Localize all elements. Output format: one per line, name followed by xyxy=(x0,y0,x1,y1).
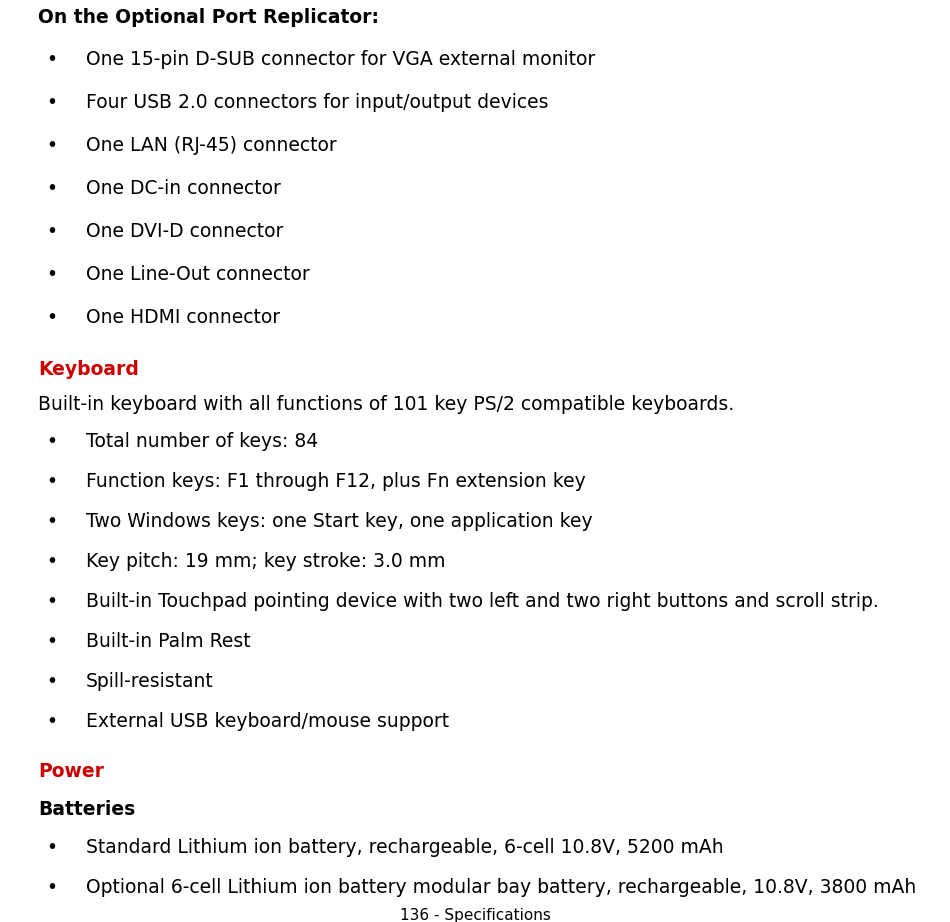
Text: •: • xyxy=(47,632,58,651)
Text: Two Windows keys: one Start key, one application key: Two Windows keys: one Start key, one app… xyxy=(86,512,592,531)
Text: External USB keyboard/mouse support: External USB keyboard/mouse support xyxy=(86,712,448,731)
Text: •: • xyxy=(47,179,58,198)
Text: Total number of keys: 84: Total number of keys: 84 xyxy=(86,432,317,451)
Text: Function keys: F1 through F12, plus Fn extension key: Function keys: F1 through F12, plus Fn e… xyxy=(86,472,585,491)
Text: •: • xyxy=(47,512,58,531)
Text: Spill-resistant: Spill-resistant xyxy=(86,672,213,691)
Text: Keyboard: Keyboard xyxy=(38,360,139,379)
Text: •: • xyxy=(47,222,58,241)
Text: •: • xyxy=(47,50,58,69)
Text: •: • xyxy=(47,712,58,731)
Text: •: • xyxy=(47,592,58,611)
Text: Built-in keyboard with all functions of 101 key PS/2 compatible keyboards.: Built-in keyboard with all functions of … xyxy=(38,395,734,414)
Text: Built-in Touchpad pointing device with two left and two right buttons and scroll: Built-in Touchpad pointing device with t… xyxy=(86,592,878,611)
Text: •: • xyxy=(47,878,58,897)
Text: Optional 6-cell Lithium ion battery modular bay battery, rechargeable, 10.8V, 38: Optional 6-cell Lithium ion battery modu… xyxy=(86,878,916,897)
Text: •: • xyxy=(47,93,58,112)
Text: •: • xyxy=(47,265,58,284)
Text: Standard Lithium ion battery, rechargeable, 6-cell 10.8V, 5200 mAh: Standard Lithium ion battery, rechargeab… xyxy=(86,838,723,857)
Text: Four USB 2.0 connectors for input/output devices: Four USB 2.0 connectors for input/output… xyxy=(86,93,548,112)
Text: •: • xyxy=(47,672,58,691)
Text: •: • xyxy=(47,136,58,155)
Text: •: • xyxy=(47,308,58,327)
Text: •: • xyxy=(47,838,58,857)
Text: One Line-Out connector: One Line-Out connector xyxy=(86,265,310,284)
Text: 136 - Specifications: 136 - Specifications xyxy=(400,908,550,922)
Text: Key pitch: 19 mm; key stroke: 3.0 mm: Key pitch: 19 mm; key stroke: 3.0 mm xyxy=(86,552,445,571)
Text: One LAN (RJ-45) connector: One LAN (RJ-45) connector xyxy=(86,136,336,155)
Text: Built-in Palm Rest: Built-in Palm Rest xyxy=(86,632,250,651)
Text: On the Optional Port Replicator:: On the Optional Port Replicator: xyxy=(38,8,379,27)
Text: •: • xyxy=(47,472,58,491)
Text: One 15-pin D-SUB connector for VGA external monitor: One 15-pin D-SUB connector for VGA exter… xyxy=(86,50,595,69)
Text: Power: Power xyxy=(38,762,104,781)
Text: One DC-in connector: One DC-in connector xyxy=(86,179,280,198)
Text: •: • xyxy=(47,552,58,571)
Text: One DVI-D connector: One DVI-D connector xyxy=(86,222,283,241)
Text: One HDMI connector: One HDMI connector xyxy=(86,308,279,327)
Text: Batteries: Batteries xyxy=(38,800,135,819)
Text: •: • xyxy=(47,432,58,451)
